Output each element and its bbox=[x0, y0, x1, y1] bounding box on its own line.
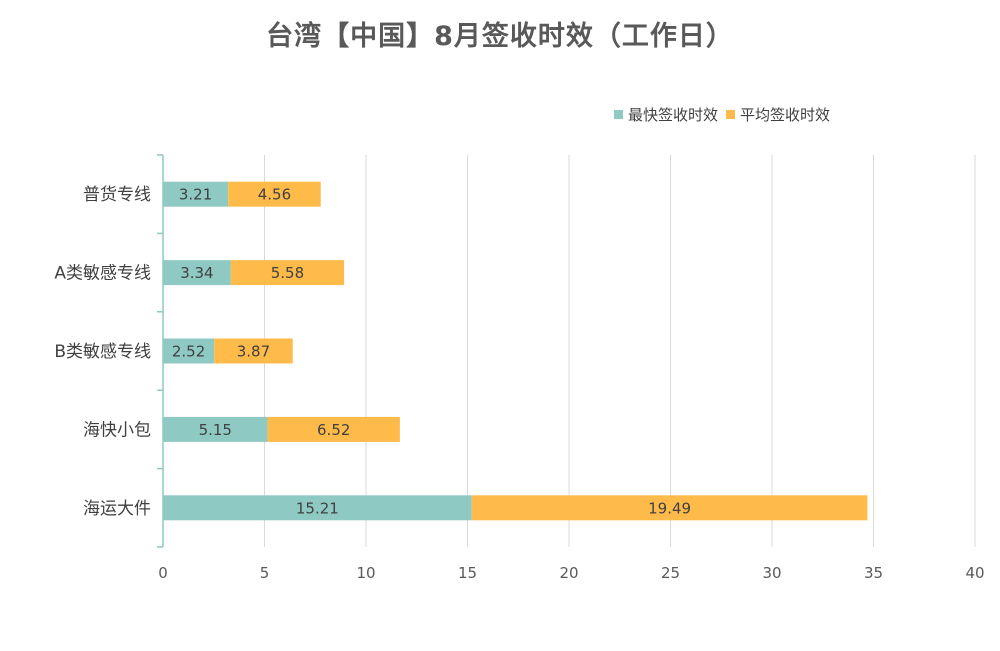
x-tick-label-15: 15 bbox=[458, 564, 477, 582]
bar-fastest bbox=[163, 181, 229, 207]
bar-average bbox=[228, 181, 321, 207]
category-label: 普货专线 bbox=[83, 185, 151, 205]
bar-fastest bbox=[163, 495, 472, 521]
chart-title: 台湾【中国】8月签收时效（工作日） bbox=[266, 21, 734, 52]
bar-fastest bbox=[163, 416, 268, 442]
x-tick-label-10: 10 bbox=[356, 564, 375, 582]
data-label: 2.52 bbox=[172, 343, 205, 361]
bar-average bbox=[267, 416, 400, 442]
category-label: 海快小包 bbox=[83, 420, 151, 440]
x-tick-label-30: 30 bbox=[762, 564, 781, 582]
bar-fastest bbox=[163, 260, 231, 286]
data-label: 3.21 bbox=[179, 186, 212, 204]
bar-average bbox=[230, 260, 345, 286]
category-label: A类敏感专线 bbox=[54, 264, 151, 284]
legend-swatch-fastest bbox=[614, 110, 623, 119]
data-label: 3.87 bbox=[237, 343, 270, 361]
data-label: 5.15 bbox=[199, 421, 232, 439]
legend-label-fastest: 最快签收时效 bbox=[628, 106, 719, 124]
x-tick-label-5: 5 bbox=[260, 564, 270, 582]
data-label: 5.58 bbox=[271, 264, 304, 282]
bar-fastest bbox=[163, 338, 215, 364]
category-label: B类敏感专线 bbox=[54, 342, 151, 362]
data-label: 15.21 bbox=[296, 499, 339, 517]
data-label: 6.52 bbox=[317, 421, 350, 439]
x-tick-label-35: 35 bbox=[864, 564, 883, 582]
legend-item-average: 平均签收时效 bbox=[726, 104, 830, 125]
x-tick-label-25: 25 bbox=[661, 564, 680, 582]
x-tick-label-40: 40 bbox=[965, 564, 984, 582]
x-tick-label-0: 0 bbox=[158, 564, 168, 582]
legend-swatch-average bbox=[726, 110, 736, 119]
bar-average bbox=[471, 495, 868, 521]
legend: 最快签收时效 平均签收时效 bbox=[614, 104, 838, 125]
data-label: 4.56 bbox=[258, 186, 291, 204]
category-label: 海运大件 bbox=[83, 499, 151, 519]
bar-average bbox=[214, 338, 293, 364]
data-label: 19.49 bbox=[648, 499, 691, 517]
legend-item-fastest: 最快签收时效 bbox=[614, 104, 718, 125]
x-tick-label-20: 20 bbox=[559, 564, 578, 582]
legend-label-average: 平均签收时效 bbox=[740, 106, 831, 124]
data-label: 3.34 bbox=[180, 264, 213, 282]
